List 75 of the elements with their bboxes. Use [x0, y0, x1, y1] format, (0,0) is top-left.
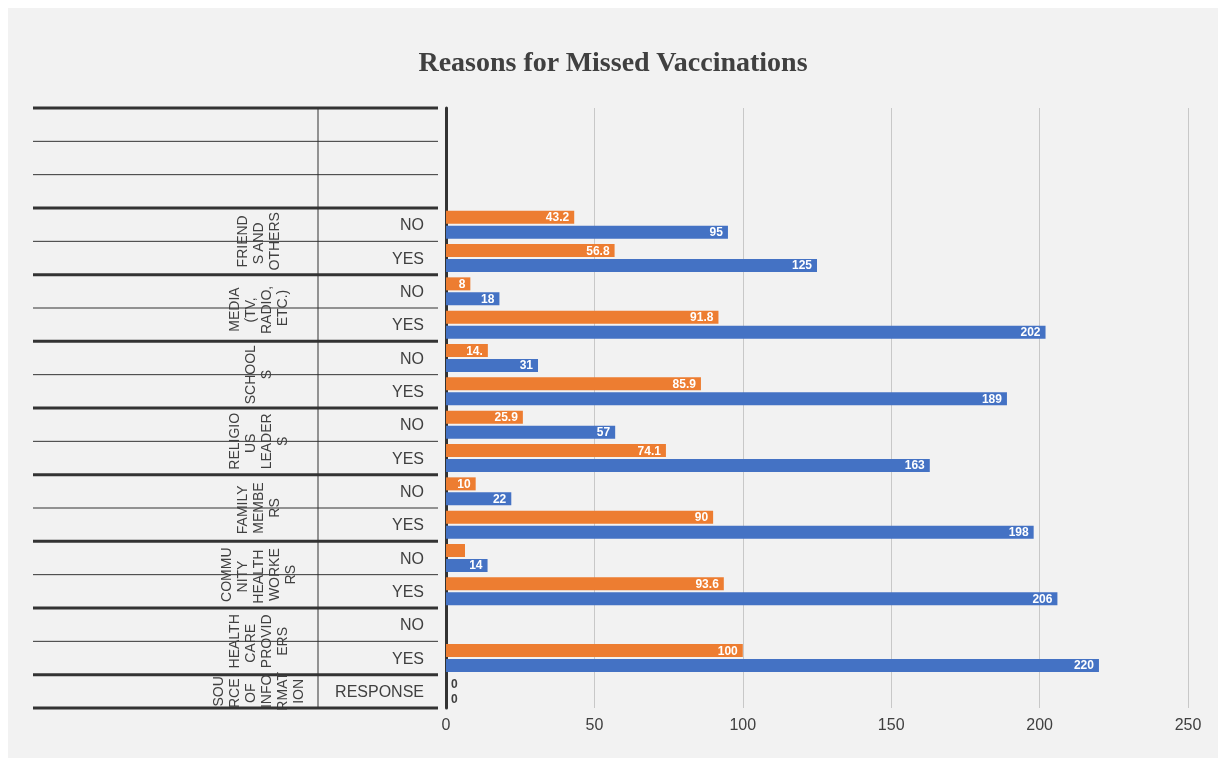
bar: [446, 644, 743, 658]
data-label: 93.6: [695, 576, 720, 591]
bar: [446, 544, 465, 558]
x-tick-label: 0: [441, 715, 451, 733]
y-tick-label: NO: [400, 616, 424, 634]
data-label: 57: [596, 425, 611, 440]
text: COMMUNITY HEALTH WORKERS: [218, 545, 298, 604]
data-label: 22: [492, 491, 507, 506]
data-label: 100: [717, 643, 739, 658]
data-label: 18: [481, 291, 495, 306]
bar: [446, 577, 724, 591]
data-label: 10: [457, 476, 471, 491]
x-tick-label: 250: [1174, 715, 1202, 733]
text: SCHOOLS: [242, 344, 274, 405]
y-tick-label: NO: [400, 549, 424, 567]
x-tick-label: 200: [1026, 715, 1054, 733]
data-label: 74.1: [637, 443, 662, 458]
data-label: 14: [469, 558, 483, 573]
y-tick-label: YES: [391, 582, 424, 600]
y-tick-label: YES: [391, 249, 424, 267]
data-label: 8: [458, 276, 466, 291]
bar: [446, 210, 575, 224]
bar: [446, 225, 728, 239]
bar: [446, 592, 1058, 606]
data-label: 206: [1032, 591, 1053, 606]
bar: [446, 392, 1007, 406]
data-label: 14.: [466, 343, 483, 358]
bar: [446, 458, 930, 472]
x-tick-label: 100: [729, 715, 757, 733]
data-label: 25.9: [494, 410, 519, 425]
y-tick-label: YES: [391, 516, 424, 534]
data-label: 85.9: [672, 376, 697, 391]
y-tick-label: RESPONSE: [335, 682, 424, 700]
bar: [446, 358, 539, 372]
data-label: 31: [519, 358, 534, 373]
x-tick-label: 150: [877, 715, 905, 733]
data-label: 90: [694, 510, 709, 525]
data-label: 163: [904, 458, 926, 473]
bar: [446, 658, 1099, 672]
bar: [446, 425, 616, 439]
data-label: 0: [451, 691, 458, 706]
bar: [446, 377, 701, 391]
data-label: 125: [791, 258, 813, 273]
y-tick-label: NO: [400, 416, 424, 434]
data-label: 95: [709, 225, 724, 240]
text: HEALTHCARE PROVIDERS: [226, 614, 290, 669]
bar: [446, 325, 1046, 339]
y-tick-label: NO: [400, 349, 424, 367]
text: RELIGIOUS LEADERS: [226, 412, 290, 470]
bar: [446, 525, 1034, 539]
text: FRIENDS AND OTHERS: [234, 212, 282, 271]
data-label: 198: [1008, 525, 1029, 540]
bar: [446, 258, 817, 272]
y-tick-label: NO: [400, 282, 424, 300]
y-tick-label: YES: [391, 316, 424, 334]
y-tick-label: NO: [400, 216, 424, 234]
data-label: 202: [1020, 325, 1041, 340]
y-tick-label: YES: [391, 449, 424, 467]
data-label: 56.8: [586, 243, 610, 258]
data-label: 0: [451, 676, 458, 691]
text: FAMILY MEMBERS: [234, 481, 282, 535]
chart-title: Reasons for Missed Vaccinations: [418, 45, 808, 77]
y-tick-label: NO: [400, 482, 424, 500]
data-label: 220: [1073, 658, 1095, 673]
bar: [446, 510, 714, 524]
data-label: 91.8: [690, 310, 714, 325]
data-label: 43.2: [545, 210, 570, 225]
text: MEDIA (TV, RADIO, ETC.): [226, 281, 290, 335]
bar: [446, 310, 719, 324]
x-tick-label: 50: [585, 715, 604, 733]
bar: [446, 244, 615, 258]
bar: [446, 444, 666, 458]
y-tick-label: YES: [391, 649, 424, 667]
data-label: 189: [981, 391, 1003, 406]
y-tick-label: YES: [391, 382, 424, 400]
